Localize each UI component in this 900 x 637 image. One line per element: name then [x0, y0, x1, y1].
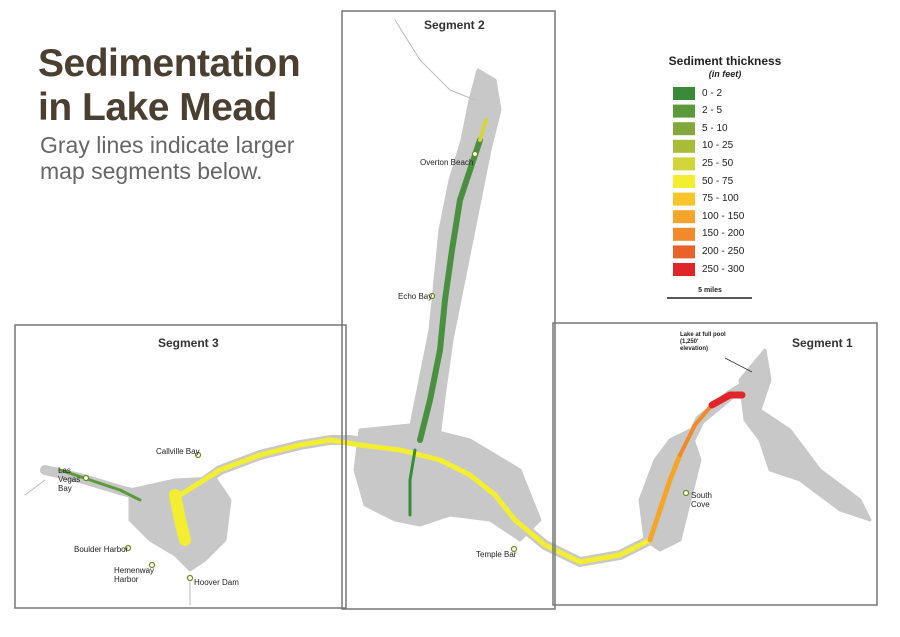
pointer: [724, 357, 753, 373]
title: Sedimentation in Lake Mead: [38, 42, 301, 129]
legend-swatch: [673, 104, 695, 118]
place-label: Overton Beach: [420, 158, 474, 167]
legend-swatch: [673, 210, 695, 224]
legend-label: 250 - 300: [702, 263, 745, 275]
legend-swatch: [673, 139, 695, 153]
legend-label: 100 - 150: [702, 210, 745, 222]
subtitle: Gray lines indicate larger map segments …: [40, 132, 295, 184]
place-label: Lake at full pool (1,250' elevation): [680, 332, 726, 352]
legend-swatch: [673, 175, 695, 188]
place-label: Hoover Dam: [194, 578, 239, 587]
legend-label: 2 - 5: [702, 105, 723, 117]
sediment: [58, 118, 746, 565]
legend-subtitle: (in feet): [708, 69, 742, 79]
scale-label: 5 miles: [698, 287, 722, 294]
segment-label: Segment 2: [424, 18, 485, 32]
legend-swatch: [673, 227, 695, 241]
legend-label: 5 - 10: [702, 122, 728, 134]
place-markers: [82, 150, 690, 582]
legend-swatch: [673, 87, 695, 100]
legend: [673, 87, 695, 276]
legend-label: 10 - 25: [702, 140, 734, 152]
legend-swatch: [673, 192, 695, 206]
legend-label: 200 - 250: [702, 245, 745, 257]
place-label: Boulder Harbor: [74, 545, 129, 554]
legend-title: Sediment thickness: [668, 54, 782, 68]
place-label: Callville Bay: [156, 447, 200, 456]
place-label: Hemenway Harbor: [114, 566, 155, 584]
legend-swatch: [673, 157, 695, 171]
segment-label: Segment 3: [158, 336, 219, 350]
segment-label: Segment 1: [792, 336, 853, 350]
legend-swatch: [673, 263, 695, 276]
place-label: South Cove: [691, 491, 712, 509]
legend-label: 25 - 50: [702, 157, 734, 169]
legend-swatch: [673, 245, 695, 259]
place-label: Temple Bar: [476, 550, 517, 559]
legend-label: 75 - 100: [702, 193, 739, 205]
segment-boxes: [14, 10, 878, 610]
legend-label: 0 - 2: [702, 87, 723, 99]
legend-swatch: [673, 122, 695, 136]
legend-label: 150 - 200: [702, 228, 745, 240]
legend-label: 50 - 75: [702, 175, 734, 187]
place-label: Echo Bay: [398, 292, 433, 301]
place-label: Las Vegas Bay: [58, 466, 81, 493]
